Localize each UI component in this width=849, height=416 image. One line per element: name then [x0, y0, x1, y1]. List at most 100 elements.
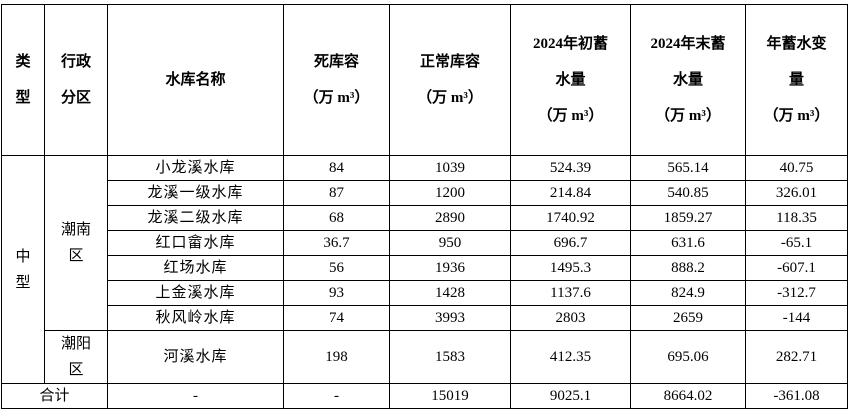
total-value: -361.08	[745, 383, 848, 409]
value-cell: -312.7	[745, 280, 848, 306]
value-cell: 1740.92	[510, 205, 631, 231]
value-cell: 118.35	[745, 205, 848, 231]
value-cell: 1428	[389, 280, 511, 306]
total-value: -	[283, 383, 390, 409]
header-line: 型	[15, 90, 31, 106]
reservoir-name: 河溪水库	[107, 330, 284, 384]
value-cell: 40.75	[745, 155, 848, 181]
data-row: 上金溪水库 93 1428 1137.6 824.9 -312.7	[2, 280, 848, 306]
data-row: 龙溪二级水库 68 2890 1740.92 1859.27 118.35	[2, 205, 848, 231]
value-cell: 87	[283, 180, 390, 206]
value-cell: 3993	[389, 305, 511, 331]
value-cell: 565.14	[630, 155, 746, 181]
total-value: -	[107, 383, 284, 409]
value-cell: 93	[283, 280, 390, 306]
reservoir-name: 小龙溪水库	[107, 155, 284, 181]
header-line: （万 m³）	[655, 108, 721, 124]
header-line: 水量	[555, 72, 586, 88]
header-line: 分区	[60, 90, 91, 106]
header-line: （万 m³）	[537, 108, 604, 124]
reservoir-name: 龙溪一级水库	[107, 180, 284, 206]
table-body: 类型行政 分区 水库名称 死库容 （万 m³） 正常库容 （万 m³） 2024年初蓄 水量 （万…	[1, 4, 848, 409]
header-cell: 行政 分区	[44, 4, 108, 156]
header-line: 行政	[60, 54, 91, 70]
header-line: 类	[15, 54, 31, 70]
value-cell: 56	[283, 255, 390, 281]
value-cell: 696.7	[510, 230, 631, 256]
value-cell: 68	[283, 205, 390, 231]
reservoir-name: 秋风岭水库	[107, 305, 284, 331]
header-line: （万 m³）	[763, 108, 830, 124]
value-cell: -607.1	[745, 255, 848, 281]
total-value: 9025.1	[510, 383, 631, 409]
total-value: 8664.02	[630, 383, 746, 409]
value-cell: 888.2	[630, 255, 746, 281]
header-cell: 正常库容 （万 m³）	[389, 4, 511, 156]
header-cell: 水库名称	[107, 4, 284, 156]
header-cell: 类型	[1, 4, 45, 156]
header-line: 年蓄水变	[766, 36, 827, 52]
reservoir-name: 红场水库	[107, 255, 284, 281]
header-line: （万 m³）	[303, 90, 370, 106]
header-line: 2024年初蓄	[532, 36, 608, 52]
data-row: 中型潮南区小龙溪水库 84 1039 524.39 565.14 40.75	[1, 155, 848, 384]
value-cell: 524.39	[510, 155, 631, 181]
total-value: 15019	[389, 383, 511, 409]
header-line: 正常库容	[419, 54, 480, 70]
value-cell: 412.35	[510, 330, 631, 384]
district-line: 潮阳	[60, 336, 91, 352]
value-cell: 1583	[389, 330, 511, 384]
value-cell: 2890	[389, 205, 511, 231]
value-cell: 1200	[389, 180, 511, 206]
header-line: 量	[788, 72, 804, 88]
header-cell: 年蓄水变量 （万 m³）	[745, 4, 848, 156]
header-row: 类型行政 分区 水库名称 死库容 （万 m³） 正常库容 （万 m³） 2024年初蓄 水量 （万…	[1, 4, 848, 156]
value-cell: -65.1	[745, 230, 848, 256]
header-line: 2024年末蓄	[650, 36, 726, 52]
value-cell: 198	[283, 330, 390, 384]
value-cell: 326.01	[745, 180, 848, 206]
value-cell: 214.84	[510, 180, 631, 206]
value-cell: 1495.3	[510, 255, 631, 281]
value-cell: 695.06	[630, 330, 746, 384]
district-cell: 潮阳区	[44, 330, 108, 384]
type-cell: 中型	[1, 155, 45, 384]
type-line: 型	[15, 274, 31, 291]
header-line: 水量	[672, 72, 703, 88]
value-cell: 2803	[510, 305, 631, 331]
header-cell: 死库容 （万 m³）	[283, 4, 390, 156]
value-cell: 84	[283, 155, 390, 181]
value-cell: -144	[745, 305, 848, 331]
district-cell: 潮南区	[44, 155, 108, 331]
data-row: 潮阳区河溪水库 198 1583 412.35 695.06 282.71	[2, 330, 848, 384]
value-cell: 631.6	[630, 230, 746, 256]
district-line: 潮南	[60, 222, 91, 238]
header-line: （万 m³）	[417, 90, 483, 106]
data-row: 秋风岭水库 74 3993 2803 2659 -144	[2, 305, 848, 331]
value-cell: 1859.27	[630, 205, 746, 231]
value-cell: 540.85	[630, 180, 746, 206]
data-row: 红口畲水库 36.7 950 696.7 631.6 -65.1	[2, 230, 848, 256]
header-cell: 2024年初蓄 水量 （万 m³）	[510, 4, 631, 156]
district-line: 区	[68, 362, 84, 378]
value-cell: 36.7	[283, 230, 390, 256]
reservoir-name: 龙溪二级水库	[107, 205, 284, 231]
value-cell: 1936	[389, 255, 511, 281]
header-line: 死库容	[313, 54, 359, 70]
value-cell: 1137.6	[510, 280, 631, 306]
reservoir-name: 上金溪水库	[107, 280, 284, 306]
value-cell: 1039	[389, 155, 511, 181]
district-line: 区	[68, 248, 84, 264]
reservoir-table: 类型行政 分区 水库名称 死库容 （万 m³） 正常库容 （万 m³） 2024年初蓄 水量 （万…	[1, 4, 848, 409]
total-label: 合计	[1, 383, 108, 409]
data-row: 龙溪一级水库 87 1200 214.84 540.85 326.01	[2, 180, 848, 206]
type-line: 中	[15, 248, 31, 265]
header-cell: 2024年末蓄 水量 （万 m³）	[630, 4, 746, 156]
value-cell: 74	[283, 305, 390, 331]
value-cell: 824.9	[630, 280, 746, 306]
value-cell: 282.71	[745, 330, 848, 384]
value-cell: 950	[389, 230, 511, 256]
header-line: 水库名称	[165, 72, 226, 88]
data-row: 红场水库 56 1936 1495.3 888.2 -607.1	[2, 255, 848, 281]
